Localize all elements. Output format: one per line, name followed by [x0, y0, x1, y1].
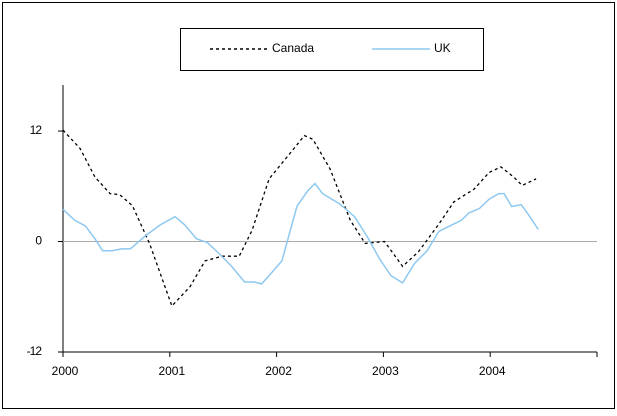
x-tick-label: 2002 — [265, 364, 292, 378]
series-line — [62, 129, 537, 308]
x-tick-label: 2000 — [52, 364, 79, 378]
x-tick-label: 2001 — [158, 364, 185, 378]
series-line — [62, 182, 539, 285]
y-tick-label: -12 — [27, 344, 43, 358]
legend-label: UK — [434, 41, 451, 55]
x-tick-label: 2004 — [479, 364, 506, 378]
y-tick-label: 12 — [30, 123, 43, 137]
y-tick-label: 0 — [35, 234, 42, 248]
legend-label: Canada — [272, 41, 314, 55]
x-tick-label: 2003 — [372, 364, 399, 378]
